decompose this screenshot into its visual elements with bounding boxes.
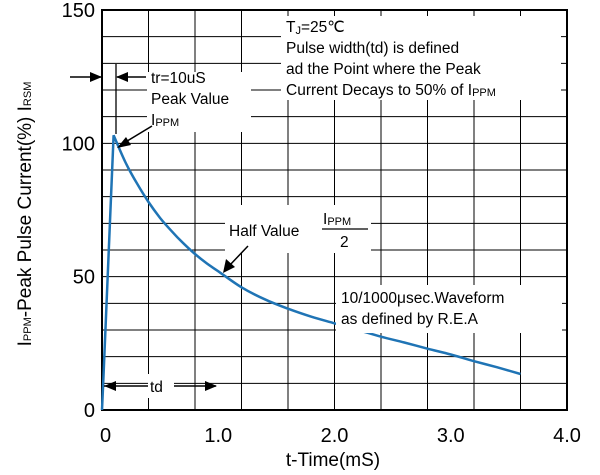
plot-border <box>101 9 568 411</box>
peak-value-label: Peak Value <box>151 91 229 108</box>
td-arrowhead-left <box>104 381 116 391</box>
x-tick-label: 2.0 <box>321 425 349 447</box>
peak-arrow-line <box>123 125 153 144</box>
half-arrowhead <box>223 259 235 273</box>
ippm-label: IPPM <box>151 112 179 129</box>
y-tick-label: 50 <box>73 267 95 289</box>
tick-labels: 0 1.0 2.0 3.0 4.0 0 50 100 150 <box>62 0 581 447</box>
y-tick-label: 150 <box>62 0 95 22</box>
td-label: td <box>150 379 163 396</box>
y-axis-label: IPPM-Peak Pulse Current(%) IRSM <box>15 82 36 347</box>
x-axis-label: t-Time(mS) <box>286 450 380 471</box>
x-tick-label: 4.0 <box>553 425 581 447</box>
td-arrowhead-right <box>205 381 217 391</box>
half-arrow-line <box>228 245 249 267</box>
tr-annotation: tr=10uS <box>151 70 206 87</box>
x-tick-label: 3.0 <box>437 425 465 447</box>
y-tick-label: 0 <box>84 400 95 422</box>
y-tick-label: 100 <box>62 133 95 155</box>
x-tick-label: 0 <box>100 425 111 447</box>
x-tick-label: 1.0 <box>204 425 232 447</box>
annotation-bg-peak <box>147 72 251 132</box>
tj-annotation: TJ=25℃ <box>286 19 345 37</box>
annotation-arrows <box>70 64 249 391</box>
pulse-width-line2: ad the Point where the Peak <box>286 61 481 78</box>
pulse-width-line1: Pulse width(td) is defined <box>286 40 459 57</box>
peak-arrowhead <box>117 137 131 148</box>
annotation-bg-waveform <box>336 285 562 333</box>
pulse-width-line3: Current Decays to 50% of IPPM <box>286 82 496 99</box>
annotation-bg-td <box>148 374 174 398</box>
tr-arrowhead-left <box>90 72 102 82</box>
tr-arrowhead-right <box>116 72 128 82</box>
half-value-label: Half Value <box>229 223 299 240</box>
annotation-bg-top-right <box>281 16 561 100</box>
waveform-line2: as defined by R.E.A <box>341 311 479 328</box>
waveform-line1: 10/1000μsec.Waveform <box>341 290 504 307</box>
series-line <box>100 134 521 411</box>
half-value-numerator: IPPM <box>323 211 351 228</box>
half-value-denominator: 2 <box>340 234 349 251</box>
